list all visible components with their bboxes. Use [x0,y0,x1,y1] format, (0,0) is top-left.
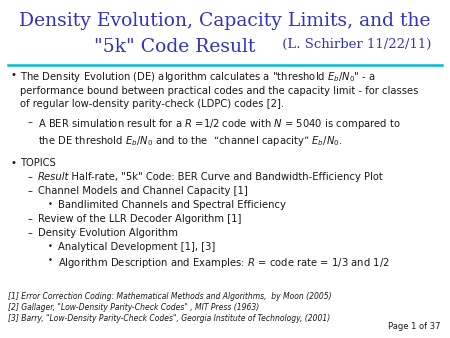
Text: –: – [28,228,33,238]
Text: •: • [48,242,53,251]
Text: •: • [10,70,16,80]
Text: Review of the LLR Decoder Algorithm [1]: Review of the LLR Decoder Algorithm [1] [38,214,241,224]
Text: –: – [28,117,33,127]
Text: Density Evolution Algorithm: Density Evolution Algorithm [38,228,178,238]
Text: [1] Error Correction Coding: Mathematical Methods and Algorithms,  by Moon (2005: [1] Error Correction Coding: Mathematica… [8,292,332,301]
Text: Channel Models and Channel Capacity [1]: Channel Models and Channel Capacity [1] [38,186,248,196]
Text: [3] Barry, "Low-Density Parity-Check Codes", Georgia Institute of Technology, (2: [3] Barry, "Low-Density Parity-Check Cod… [8,314,330,323]
Text: [2] Gallager, "Low-Density Parity-Check Codes" , MIT Press (1963): [2] Gallager, "Low-Density Parity-Check … [8,303,259,312]
Text: Algorithm Description and Examples: $R$ = code rate = 1/3 and 1/2: Algorithm Description and Examples: $R$ … [58,256,389,270]
Text: TOPICS: TOPICS [20,158,56,168]
Text: Bandlimited Channels and Spectral Efficiency: Bandlimited Channels and Spectral Effici… [58,200,286,210]
Text: Density Evolution, Capacity Limits, and the: Density Evolution, Capacity Limits, and … [19,12,431,30]
Text: "5k" Code Result: "5k" Code Result [94,38,256,56]
Text: : Half-rate, "5k" Code: BER Curve and Bandwidth-Efficiency Plot: : Half-rate, "5k" Code: BER Curve and Ba… [65,172,383,182]
Text: –: – [28,214,33,224]
Text: •: • [10,158,16,168]
Text: •: • [48,200,53,209]
Text: Analytical Development [1], [3]: Analytical Development [1], [3] [58,242,215,252]
Text: A BER simulation result for a $R$ =1/2 code with $N$ = 5040 is compared to
the D: A BER simulation result for a $R$ =1/2 c… [38,117,401,148]
Text: •: • [48,256,53,265]
Text: –: – [28,186,33,196]
Text: Page 1 of 37: Page 1 of 37 [387,322,440,331]
Text: The Density Evolution (DE) algorithm calculates a "threshold $E_b/N_0$" - a
perf: The Density Evolution (DE) algorithm cal… [20,70,418,109]
Text: Result: Result [38,172,69,182]
Text: –: – [28,172,33,182]
Text: (L. Schirber 11/22/11): (L. Schirber 11/22/11) [278,38,432,51]
